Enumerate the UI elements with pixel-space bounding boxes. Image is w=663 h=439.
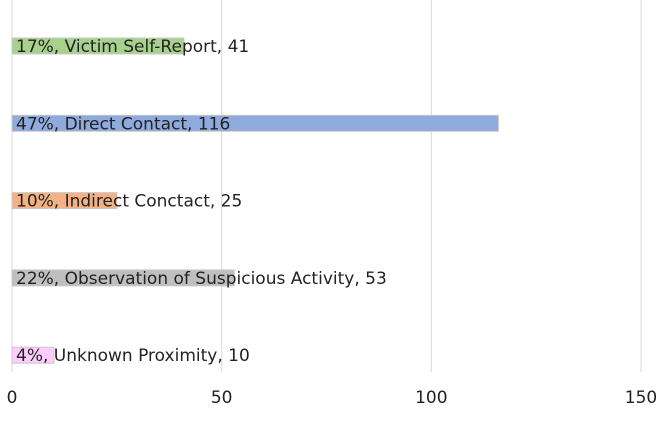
bar (11, 346, 55, 364)
bar (11, 114, 499, 132)
data-label: 10%, Indirect Conctact, 25 (16, 192, 242, 212)
x-tick-label: 0 (7, 388, 18, 408)
data-label: 4%, Unknown Proximity, 10 (16, 346, 250, 366)
data-label: 22%, Observation of Suspicious Activity,… (16, 269, 387, 289)
x-tick-label: 100 (415, 388, 447, 408)
bar (11, 192, 118, 210)
x-tick-label: 50 (211, 388, 233, 408)
data-label: 17%, Victim Self-Report, 41 (16, 37, 249, 57)
x-tick-label: 150 (625, 388, 657, 408)
bar (11, 37, 185, 55)
data-label: 47%, Direct Contact, 116 (16, 114, 230, 134)
bar (11, 269, 235, 287)
